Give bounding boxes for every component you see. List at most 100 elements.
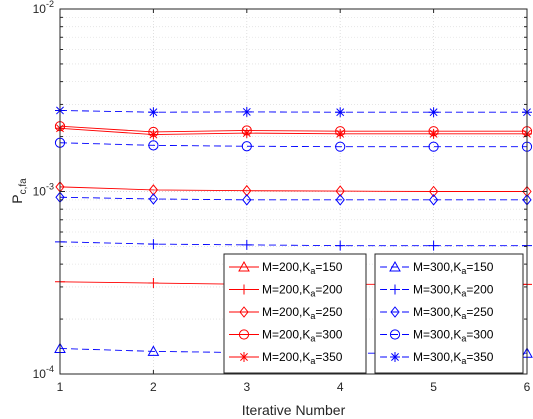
x-tick-label: 6 bbox=[524, 380, 531, 394]
tick-labels: 1 2 3 4 5 610-210-310-4 bbox=[33, 0, 531, 394]
x-tick-label: 3 bbox=[243, 380, 250, 394]
legend-label-sub: a bbox=[461, 356, 466, 366]
data-point-plus bbox=[428, 240, 439, 251]
legend-label-sub: a bbox=[461, 311, 466, 321]
data-point-circle bbox=[148, 140, 159, 151]
y-axis-label-sub: c,fa bbox=[18, 178, 29, 195]
legend-label-sub: a bbox=[310, 334, 315, 344]
legend-box bbox=[223, 253, 367, 374]
data-point-triangle bbox=[147, 345, 160, 356]
legend-label-suffix: =250 bbox=[466, 305, 493, 319]
legend-label-sub: a bbox=[461, 289, 466, 299]
legend: M=200,Ka=150M=200,Ka=200M=200,Ka=250M=20… bbox=[223, 253, 524, 374]
y-tick-label-exponent: -4 bbox=[46, 364, 54, 374]
series-line bbox=[59, 142, 527, 148]
legend-label: M=300,Ka=300 bbox=[413, 328, 494, 344]
legend-marker-circle bbox=[389, 329, 401, 340]
legend-entry: M=300,Ka=300 bbox=[380, 328, 494, 344]
legend-label-sub: a bbox=[310, 356, 315, 366]
series-line bbox=[59, 241, 527, 247]
legend-label-suffix: =350 bbox=[315, 350, 342, 364]
legend-label: M=200,Ka=350 bbox=[262, 350, 343, 366]
data-point-diamond bbox=[428, 185, 439, 198]
legend-label-main: M=200,K bbox=[262, 328, 310, 342]
legend-marker-triangle bbox=[389, 260, 401, 272]
series-plus-blue bbox=[55, 236, 532, 251]
data-point-plus bbox=[335, 240, 346, 251]
legend-label-suffix: =150 bbox=[315, 260, 342, 274]
data-point-circle bbox=[335, 141, 346, 152]
legend-label-main: M=200,K bbox=[262, 305, 310, 319]
legend-entry: M=300,Ka=350 bbox=[380, 350, 494, 366]
y-axis-label-main: P bbox=[9, 194, 25, 203]
legend-label-sub: a bbox=[461, 266, 466, 276]
data-point-diamond bbox=[335, 194, 345, 206]
legend-label-main: M=300,K bbox=[413, 328, 461, 342]
legend-marker-triangle bbox=[238, 260, 250, 272]
legend-marker-plus bbox=[239, 284, 249, 295]
legend-label-suffix: =350 bbox=[466, 350, 493, 364]
data-point-diamond bbox=[242, 184, 252, 197]
legend-label: M=300,Ka=250 bbox=[413, 305, 494, 321]
legend-label-suffix: =250 bbox=[315, 305, 342, 319]
x-tick-label: 4 bbox=[337, 380, 344, 394]
x-tick-label: 1 bbox=[57, 380, 64, 394]
legend-label-main: M=300,K bbox=[413, 283, 461, 297]
legend-entry: M=300,Ka=250 bbox=[380, 305, 494, 321]
series-star-blue bbox=[55, 105, 532, 118]
legend-marker-circle bbox=[238, 329, 250, 340]
y-tick-label: 10-2 bbox=[33, 0, 54, 16]
legend-label: M=300,Ka=350 bbox=[413, 350, 494, 366]
series-line bbox=[59, 127, 527, 136]
y-tick-label: 10-3 bbox=[33, 182, 54, 199]
data-point-circle bbox=[241, 141, 252, 152]
data-point-star bbox=[428, 128, 439, 139]
x-tick-label: 5 bbox=[430, 380, 437, 394]
data-point-star bbox=[428, 107, 439, 118]
data-point-star bbox=[148, 129, 159, 140]
data-point-plus bbox=[241, 239, 252, 250]
legend-label-sub: a bbox=[461, 334, 466, 344]
data-point-plus bbox=[148, 239, 159, 250]
legend-label-sub: a bbox=[310, 266, 315, 276]
legend-label-suffix: =300 bbox=[466, 328, 493, 342]
legend-label: M=200,Ka=250 bbox=[262, 305, 343, 321]
legend-label-main: M=200,K bbox=[262, 260, 310, 274]
data-point-star bbox=[241, 106, 252, 117]
legend-box bbox=[374, 253, 524, 374]
grid-lines bbox=[60, 9, 527, 374]
y-tick-label-base: 10 bbox=[33, 185, 47, 199]
legend-label-main: M=200,K bbox=[262, 350, 310, 364]
legend-marker-star bbox=[390, 352, 400, 362]
legend-marker-diamond bbox=[390, 306, 400, 318]
data-point-star bbox=[335, 107, 346, 118]
data-point-diamond bbox=[335, 185, 345, 197]
y-tick-label: 10-4 bbox=[33, 364, 54, 381]
series-line bbox=[59, 196, 527, 201]
y-tick-label-exponent: -2 bbox=[46, 0, 54, 9]
data-point-star bbox=[148, 107, 159, 118]
data-point-diamond bbox=[148, 193, 159, 205]
y-axis-label: Pc,fa bbox=[9, 178, 29, 204]
x-axis-label: Iterative Number bbox=[242, 402, 346, 418]
legend-marker-diamond bbox=[239, 306, 249, 318]
legend-label-suffix: =200 bbox=[315, 283, 342, 297]
x-tick-label: 2 bbox=[150, 380, 157, 394]
data-point-star bbox=[335, 128, 346, 139]
legend-label-suffix: =300 bbox=[315, 328, 342, 342]
legend-label-sub: a bbox=[310, 289, 315, 299]
series-line bbox=[59, 186, 527, 192]
data-point-diamond bbox=[428, 194, 439, 206]
data-point-star bbox=[241, 128, 252, 139]
data-point-diamond bbox=[148, 184, 159, 196]
legend-label-suffix: =150 bbox=[466, 260, 493, 274]
legend-label-main: M=300,K bbox=[413, 260, 461, 274]
series-diamond-red bbox=[55, 181, 532, 198]
y-tick-label-base: 10 bbox=[33, 2, 47, 16]
legend-entry: M=200,Ka=250 bbox=[229, 305, 343, 321]
legend-label: M=300,Ka=150 bbox=[413, 260, 494, 276]
series-line bbox=[59, 110, 527, 113]
legend-label: M=200,Ka=200 bbox=[262, 283, 343, 299]
legend-entry: M=200,Ka=200 bbox=[229, 283, 343, 299]
